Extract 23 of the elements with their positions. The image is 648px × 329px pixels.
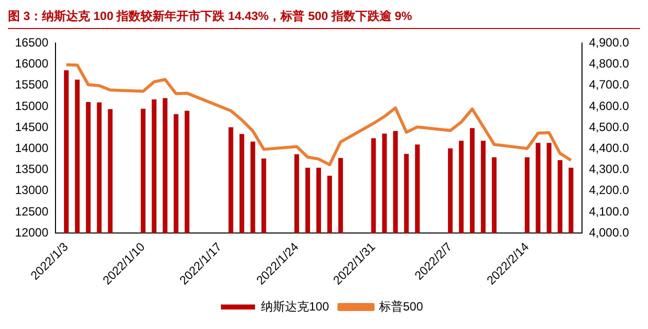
y2-tick-label: 4,600.0 xyxy=(588,98,630,113)
y-tick-label: 15000 xyxy=(14,98,49,113)
y2-tick-label: 4,700.0 xyxy=(588,78,630,92)
y-tick-label: 15500 xyxy=(14,78,49,92)
y2-tick-label: 4,300.0 xyxy=(588,162,630,176)
y-tick-label: 14500 xyxy=(14,120,49,134)
y2-tick-label: 4,900.0 xyxy=(588,36,630,50)
y2-tick-label: 4,000.0 xyxy=(588,225,630,240)
y-tick-label: 13000 xyxy=(14,183,49,198)
y2-tick-label: 4,100.0 xyxy=(588,204,630,218)
y-tick-label: 16500 xyxy=(14,36,49,50)
y-tick-label: 12500 xyxy=(14,204,49,218)
y2-tick-label: 4,800.0 xyxy=(588,56,630,71)
y2-tick-label: 4,500.0 xyxy=(588,120,630,134)
chart-title: 图 3：纳斯达克 100 指数较新年开市下跌 14.43%，标普 500 指数下跌逾 9% xyxy=(8,8,640,29)
y2-tick-label: 4,200.0 xyxy=(588,183,630,198)
y-tick-label: 13500 xyxy=(14,162,49,176)
legend-label: 纳斯达克100 xyxy=(260,299,330,314)
y2-tick-label: 4,400.0 xyxy=(588,140,630,155)
legend-label: 标普500 xyxy=(378,299,424,314)
y-tick-label: 12000 xyxy=(14,225,49,240)
y-tick-label: 14000 xyxy=(14,140,49,155)
y-tick-label: 16000 xyxy=(14,56,49,71)
